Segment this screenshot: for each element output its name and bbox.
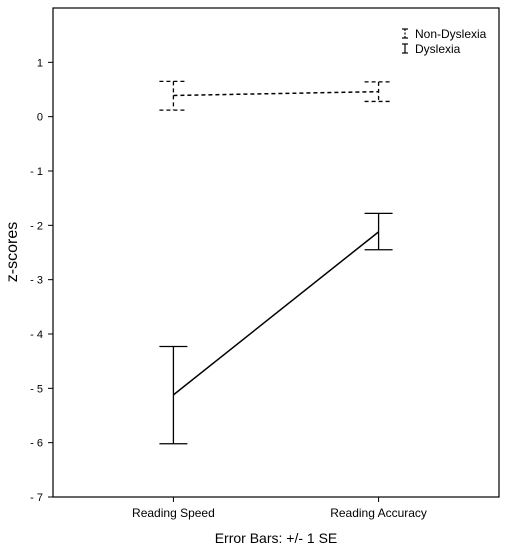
y-tick-label: - 1: [30, 166, 43, 178]
series-dyslexia: [159, 212, 393, 445]
y-tick-label: 0: [37, 112, 43, 124]
y-tick-label: - 7: [30, 492, 43, 504]
series-non-dyslexia: [159, 80, 393, 111]
legend-label: Dyslexia: [415, 42, 461, 56]
y-tick-label: - 4: [30, 329, 43, 341]
x-tick-label: Reading Accuracy: [330, 506, 427, 520]
series-line-segment: [173, 90, 379, 97]
y-tick-label: - 5: [30, 383, 43, 395]
x-tick-label: Reading Speed: [132, 506, 215, 520]
y-axis-label: z-scores: [4, 222, 21, 282]
plot-frame: [52, 7, 500, 498]
error-bar-note: Error Bars: +/- 1 SE: [215, 530, 338, 546]
series-layer: [159, 80, 393, 445]
series-line-segment: [172, 231, 380, 396]
y-axis: 1 0 - 1 - 2 - 3 - 4 - 5 - 6 - 7: [30, 57, 53, 504]
legend-label: Non-Dyslexia: [415, 27, 487, 41]
y-tick-label: - 6: [30, 438, 43, 450]
y-tick-label: - 3: [30, 275, 43, 287]
x-axis: Reading Speed Reading Accuracy: [132, 497, 427, 520]
y-tick-label: - 2: [30, 220, 43, 232]
y-tick-label: 1: [37, 57, 43, 69]
